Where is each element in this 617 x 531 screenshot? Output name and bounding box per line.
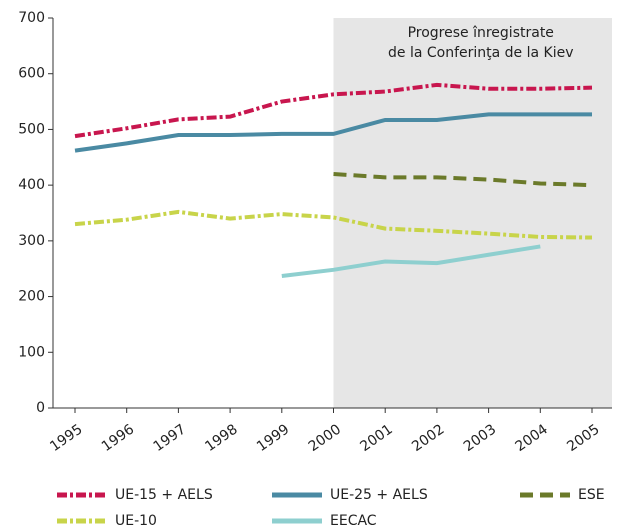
y-tick-label: 0	[36, 400, 45, 416]
x-tick-label: 1996	[99, 421, 137, 455]
series-line	[333, 172, 593, 188]
y-tick-label: 100	[18, 344, 45, 360]
series-line	[74, 112, 592, 153]
y-tick-label: 700	[18, 10, 45, 26]
legend-label: UE-10	[115, 513, 157, 529]
x-tick-label: 2002	[409, 421, 447, 455]
series-line	[74, 82, 593, 139]
y-tick-label: 600	[18, 66, 45, 82]
highlight-region	[333, 18, 612, 408]
x-tick-label: 2005	[564, 421, 602, 455]
y-tick-label: 200	[18, 289, 45, 305]
x-tick-label: 2000	[306, 421, 344, 455]
y-tick-label: 300	[18, 233, 45, 249]
y-tick-label: 500	[18, 121, 45, 137]
x-tick-label: 2004	[513, 421, 551, 455]
legend-label: EECAC	[330, 513, 377, 529]
x-tick-label: 1997	[151, 421, 189, 455]
x-tick-label: 1998	[202, 421, 240, 455]
x-tick-label: 2001	[357, 421, 395, 455]
x-tick-label: 1995	[47, 421, 85, 455]
x-tick-label: 1999	[254, 421, 292, 455]
annotation: de la Conferinţa de la Kiev	[388, 45, 574, 61]
legend-label: UE-15 + AELS	[115, 487, 213, 503]
annotation: Progrese înregistrate	[408, 25, 554, 41]
y-tick-label: 400	[18, 177, 45, 193]
series-line	[74, 209, 593, 240]
legend-label: UE-25 + AELS	[330, 487, 428, 503]
legend-label: ESE	[578, 487, 605, 503]
x-tick-label: 2003	[461, 421, 499, 455]
series-line	[281, 244, 541, 278]
